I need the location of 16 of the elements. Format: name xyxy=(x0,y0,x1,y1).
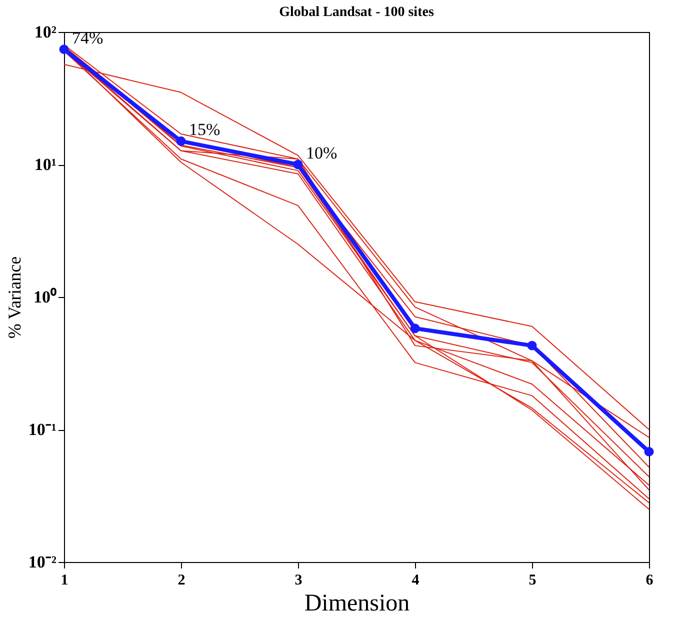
x-tick-label: 6 xyxy=(646,572,654,588)
data-label: 15% xyxy=(189,120,220,140)
y-tick-label: 10¹ xyxy=(34,155,56,174)
x-tick-label: 3 xyxy=(294,572,302,588)
y-tick-label: 10⁻¹ xyxy=(28,420,56,439)
x-tick-label: 4 xyxy=(412,572,420,588)
x-tick-label: 1 xyxy=(60,572,68,588)
x-axis-title: Dimension xyxy=(304,590,410,616)
data-label: 10% xyxy=(306,144,338,162)
x-tick-label: 2 xyxy=(178,572,186,588)
x-tick-label: 5 xyxy=(528,572,536,588)
y-tick-label: 10⁰ xyxy=(34,288,56,306)
y-tick-label: 10² xyxy=(34,22,56,42)
chart-title: Global Landsat - 100 sites xyxy=(279,5,434,20)
y-tick-label: 10⁻² xyxy=(28,552,56,572)
y-axis-title: % Variance xyxy=(4,256,24,339)
